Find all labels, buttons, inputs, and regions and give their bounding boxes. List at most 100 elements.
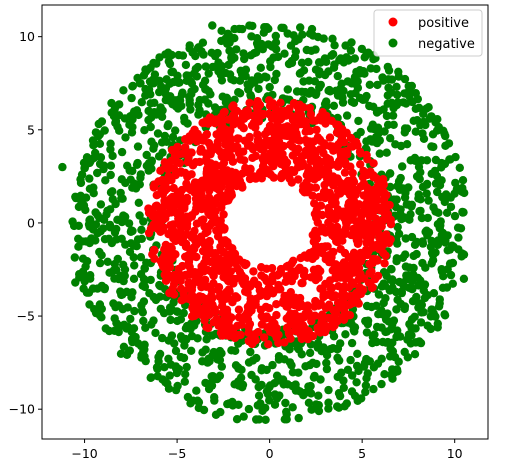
- data-point-negative: [217, 26, 226, 35]
- data-point-positive: [234, 331, 243, 340]
- data-point-positive: [285, 104, 294, 113]
- data-point-negative: [130, 261, 139, 270]
- data-point-positive: [193, 131, 202, 140]
- data-point-positive: [161, 186, 170, 195]
- data-point-negative: [369, 55, 378, 64]
- data-point-negative: [247, 32, 256, 41]
- data-point-positive: [303, 334, 313, 344]
- data-point-positive: [285, 110, 295, 120]
- data-point-negative: [140, 345, 149, 354]
- data-point-negative: [459, 250, 469, 259]
- data-point-negative: [320, 99, 330, 109]
- data-point-positive: [168, 192, 177, 202]
- data-point-positive: [264, 283, 274, 292]
- data-point-negative: [95, 311, 105, 320]
- data-point-negative: [283, 85, 292, 94]
- data-point-negative: [365, 101, 374, 111]
- data-point-negative: [190, 321, 199, 330]
- data-point-negative: [280, 49, 289, 58]
- data-point-positive: [211, 249, 220, 258]
- data-point-negative: [201, 378, 210, 388]
- data-point-negative: [326, 87, 335, 96]
- data-point-positive: [165, 242, 175, 251]
- data-point-negative: [106, 188, 116, 197]
- data-point-negative: [128, 337, 137, 347]
- data-point-positive: [308, 230, 317, 240]
- data-point-positive: [244, 168, 253, 177]
- data-point-positive: [337, 291, 346, 300]
- data-point-negative: [124, 219, 134, 228]
- data-point-positive: [201, 253, 211, 263]
- data-point-negative: [108, 151, 117, 161]
- data-point-negative: [111, 302, 120, 312]
- data-point-negative: [204, 99, 213, 108]
- data-point-positive: [348, 168, 357, 178]
- data-point-negative: [393, 98, 402, 108]
- data-point-positive: [205, 236, 214, 246]
- data-point-negative: [322, 364, 332, 374]
- data-point-negative: [201, 62, 210, 71]
- data-point-negative: [234, 364, 243, 373]
- data-point-negative: [140, 263, 149, 273]
- data-point-negative: [434, 208, 443, 217]
- data-point-negative: [294, 368, 303, 377]
- data-point-negative: [298, 30, 307, 39]
- data-point-negative: [393, 367, 402, 376]
- data-point-positive: [239, 147, 248, 156]
- data-point-negative: [145, 289, 154, 298]
- data-point-positive: [256, 305, 266, 314]
- data-point-negative: [392, 82, 401, 92]
- data-point-positive: [287, 276, 296, 286]
- legend-label-positive: positive: [418, 16, 469, 31]
- data-point-negative: [452, 185, 461, 194]
- data-point-negative: [176, 352, 185, 362]
- data-point-positive: [158, 254, 167, 264]
- data-point-negative: [136, 173, 145, 182]
- data-point-negative: [285, 358, 295, 367]
- data-point-negative: [361, 316, 370, 326]
- data-point-negative: [174, 78, 183, 88]
- data-point-negative: [195, 106, 204, 115]
- data-point-negative: [400, 304, 409, 314]
- data-point-positive: [264, 138, 274, 148]
- data-point-positive: [381, 201, 391, 210]
- data-point-negative: [395, 277, 404, 287]
- data-point-negative: [327, 51, 336, 60]
- data-point-positive: [212, 314, 221, 323]
- data-point-positive: [305, 103, 315, 113]
- data-point-negative: [444, 139, 454, 148]
- data-point-positive: [355, 255, 365, 265]
- data-point-negative: [401, 234, 410, 243]
- data-point-positive: [297, 278, 306, 288]
- data-point-negative: [375, 149, 384, 158]
- data-point-negative: [153, 129, 163, 138]
- data-point-negative: [70, 253, 80, 262]
- data-point-positive: [242, 259, 251, 269]
- data-point-negative: [341, 41, 350, 50]
- data-point-positive: [158, 224, 168, 234]
- data-point-positive: [367, 267, 376, 276]
- data-point-positive: [187, 285, 197, 295]
- data-point-negative: [117, 274, 126, 283]
- data-point-negative: [446, 202, 456, 212]
- data-point-negative: [141, 65, 150, 74]
- data-point-positive: [356, 289, 366, 299]
- data-point-negative: [434, 122, 443, 132]
- data-point-negative: [312, 89, 321, 98]
- data-point-negative: [208, 21, 217, 30]
- x-tick-label: 5: [358, 446, 366, 461]
- data-point-positive: [340, 168, 350, 177]
- data-point-positive: [330, 214, 339, 223]
- data-point-negative: [129, 274, 139, 283]
- data-point-negative: [420, 280, 430, 289]
- data-point-negative: [329, 63, 339, 72]
- data-point-negative: [217, 76, 227, 85]
- data-point-negative: [360, 358, 370, 368]
- data-point-positive: [325, 133, 335, 142]
- data-point-negative: [253, 41, 263, 51]
- data-point-positive: [255, 109, 264, 119]
- data-point-negative: [151, 328, 160, 338]
- data-point-positive: [238, 110, 248, 119]
- data-point-positive: [330, 291, 340, 300]
